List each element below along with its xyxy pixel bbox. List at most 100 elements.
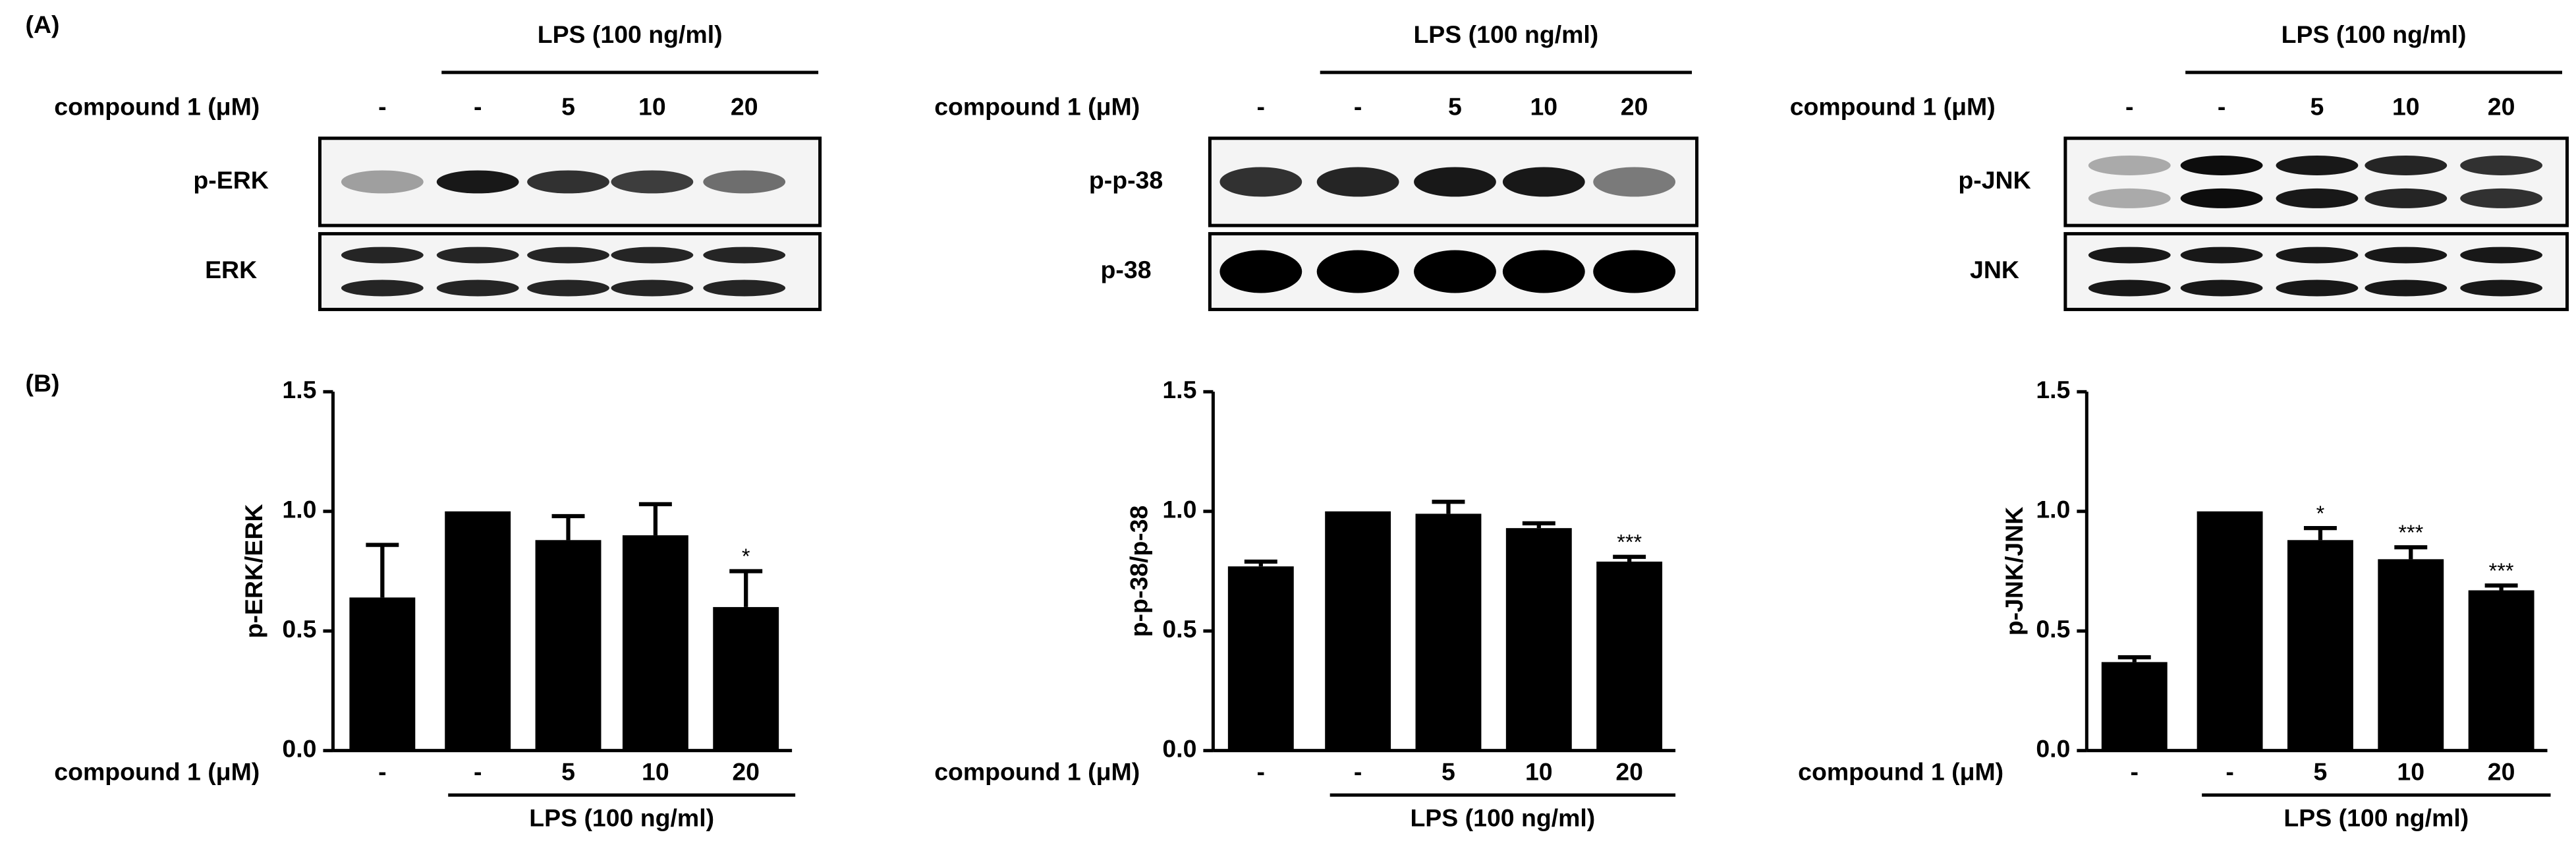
row-label: compound 1 (μM) [54,758,260,786]
blot-band [1502,167,1585,197]
group-label: LPS (100 ng/ml) [2282,20,2467,48]
bar [2197,511,2263,751]
lane-label: - [1257,93,1265,121]
blot-band [2460,155,2543,175]
x-tick-label: 10 [2397,758,2424,786]
lane-label: 20 [2488,93,2515,121]
significance-label: *** [2398,521,2423,544]
lane-label: - [378,93,386,121]
blot-band [611,170,694,194]
y-tick-label: 1.0 [1162,496,1196,523]
blot-label: p-p-38 [1089,166,1163,194]
x-tick-label: 10 [1525,758,1553,786]
blot-band [2365,188,2448,208]
x-tick-label: - [378,758,386,786]
blot-band [341,170,424,194]
bar [535,540,602,751]
blot-band [2365,155,2448,175]
blot-band [703,247,786,264]
bar [2378,559,2444,751]
blot-band [1219,250,1302,293]
blot-label: p-ERK [193,166,268,194]
blot-band [436,279,519,297]
blot-band [2088,188,2171,208]
y-tick-label: 0.5 [282,615,316,643]
lane-label: 5 [2310,93,2324,121]
significance-label: *** [1617,530,1642,554]
x-tick-label: - [2226,758,2233,786]
x-tick-label: 20 [2488,758,2515,786]
group-label: LPS (100 ng/ml) [538,20,723,48]
y-tick-label: 0.5 [1162,615,1196,643]
lane-label: 10 [638,93,666,121]
x-tick-label: - [1257,758,1265,786]
blot-band [1414,250,1496,293]
y-tick-label: 1.5 [1162,376,1196,403]
blot-band [703,279,786,297]
x-tick-label: 20 [732,758,760,786]
x-tick-label: 5 [1442,758,1455,786]
blot-band [1219,167,1302,197]
blot-band [436,170,519,194]
bar [2287,540,2353,751]
blot-band [2276,247,2359,264]
row-label: compound 1 (μM) [934,93,1140,121]
row-label: compound 1 (μM) [54,93,260,121]
blot-band [527,279,609,297]
x-tick-label: 5 [2314,758,2328,786]
blot-band [1414,167,1496,197]
y-axis-label: p-ERK/ERK [240,504,267,639]
bar [1415,514,1482,751]
blot-band [2276,279,2359,297]
blot-band [1593,250,1676,293]
group-label: LPS (100 ng/ml) [1410,804,1595,831]
group-label: LPS (100 ng/ml) [2283,804,2469,831]
lane-label: - [474,93,482,121]
blot-band [2088,155,2171,175]
blot-label: JNK [1970,256,2019,283]
blot-band [341,247,424,264]
blot-band [436,247,519,264]
blot-band [1593,167,1676,197]
blot-band [2460,279,2543,297]
significance-label: * [742,544,750,568]
y-tick-label: 0.0 [282,735,316,763]
x-tick-label: - [474,758,482,786]
y-tick-label: 1.5 [282,376,316,403]
blot-band [2088,247,2171,264]
bar [1505,528,1572,751]
blot-label: ERK [205,256,257,283]
lane-label: 5 [1448,93,1462,121]
blot-band [703,170,786,194]
y-tick-label: 1.5 [2036,376,2070,403]
blot-band [2180,188,2263,208]
lane-label: 5 [561,93,575,121]
blot-label: p-38 [1101,256,1152,283]
blot-band [2276,155,2359,175]
row-label: compound 1 (μM) [1798,758,2003,786]
bar [1596,561,1663,751]
y-tick-label: 0.0 [2036,735,2070,763]
blot-band [2180,155,2263,175]
lane-label: 10 [1530,93,1557,121]
bar [2468,590,2534,751]
y-tick-label: 1.0 [282,496,316,523]
bar [1227,566,1294,751]
y-axis-label: p-p-38/p-38 [1125,506,1152,637]
lane-label: 20 [731,93,758,121]
blot-band [1316,250,1399,293]
bar [445,511,511,751]
panel-label: (B) [25,369,59,397]
y-tick-label: 0.5 [2036,615,2070,643]
blot-band [2276,188,2359,208]
blot-band [2180,279,2263,297]
y-tick-label: 0.0 [1162,735,1196,763]
panel-label: (A) [25,11,59,38]
blot-box [2063,136,2569,227]
significance-label: * [2316,502,2325,525]
blot-band [527,170,609,194]
y-axis-label: p-JNK/JNK [2000,507,2028,636]
row-label: compound 1 (μM) [1790,93,1996,121]
x-tick-label: 10 [642,758,669,786]
